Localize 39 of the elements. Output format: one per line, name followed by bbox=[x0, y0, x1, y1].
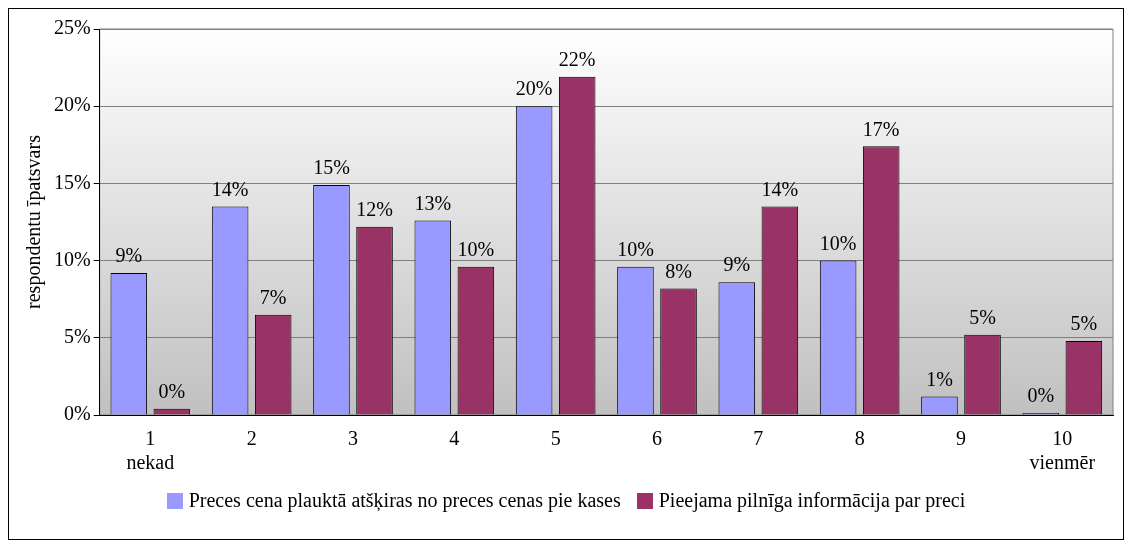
y-tick-label: 0% bbox=[63, 402, 91, 425]
y-tick-label: 5% bbox=[63, 325, 91, 348]
legend-label: Preces cena plauktā atšķiras no preces cenas pie kases bbox=[188, 489, 621, 512]
data-label: 14% bbox=[761, 177, 799, 200]
data-label: 15% bbox=[313, 156, 350, 179]
y-tick-label: 10% bbox=[53, 247, 91, 270]
x-tick-label: 10 vienmēr bbox=[1029, 427, 1096, 474]
data-label: 5% bbox=[1070, 312, 1098, 335]
data-label: 17% bbox=[862, 117, 900, 140]
x-tick-label: 1 nekad bbox=[126, 427, 175, 474]
data-label: 20% bbox=[515, 77, 553, 100]
data-label: 0% bbox=[158, 380, 186, 403]
x-tick-label: 7 bbox=[753, 427, 764, 450]
data-label: 10% bbox=[457, 238, 495, 261]
data-label: 10% bbox=[819, 231, 857, 254]
data-label: 1% bbox=[926, 367, 953, 390]
data-label: 10% bbox=[617, 238, 654, 261]
data-label: 14% bbox=[211, 177, 249, 200]
x-tick-label: 2 bbox=[246, 427, 257, 450]
x-tick-label: 3 bbox=[348, 427, 358, 450]
y-axis-title: respondentu īpatsvars bbox=[22, 134, 46, 309]
x-tick-label: 8 bbox=[854, 427, 865, 450]
data-label: 0% bbox=[1027, 384, 1055, 407]
x-tick-label: 5 bbox=[550, 427, 561, 450]
data-label: 9% bbox=[723, 253, 751, 276]
legend-label: Pieejama pilnīga informācija par preci bbox=[658, 489, 966, 512]
data-label: 5% bbox=[969, 305, 996, 328]
data-label: 13% bbox=[414, 191, 452, 214]
data-label: 8% bbox=[665, 259, 692, 282]
x-tick-label: 6 bbox=[652, 427, 662, 450]
data-label: 22% bbox=[558, 48, 596, 71]
data-label: 9% bbox=[115, 244, 143, 267]
y-tick-label: 15% bbox=[53, 170, 91, 193]
x-tick-label: 9 bbox=[956, 427, 966, 450]
y-tick-label: 25% bbox=[53, 16, 91, 39]
x-tick-label: 4 bbox=[449, 427, 460, 450]
data-label: 7% bbox=[259, 285, 287, 308]
y-tick-label: 20% bbox=[53, 93, 91, 116]
data-label: 12% bbox=[356, 197, 393, 220]
